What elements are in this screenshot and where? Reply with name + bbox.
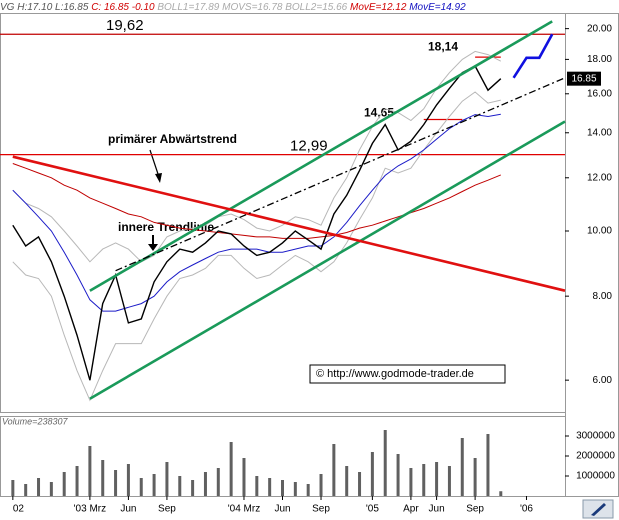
- volume-bar: [447, 466, 451, 496]
- x-tick-label: '04 Mrz: [228, 504, 260, 515]
- volume-bar: [11, 480, 15, 496]
- volume-bar: [409, 468, 413, 496]
- volume-bar: [473, 458, 477, 496]
- annotation: innere Trendlinie: [118, 220, 214, 234]
- price-tag-label: 16.85: [571, 73, 596, 84]
- series-line: [12, 113, 501, 312]
- volume-bar: [203, 472, 207, 496]
- trendline: [512, 33, 554, 79]
- x-axis-panel: [0, 497, 619, 520]
- x-tick-label: Jun: [120, 504, 136, 515]
- header-item: VG H:17.10 L:16.85: [0, 2, 89, 13]
- y-tick-label: 12.00: [587, 172, 612, 183]
- volume-bar: [101, 460, 105, 496]
- level-label: 18,14: [428, 39, 458, 53]
- volume-label: Volume=238307: [2, 416, 68, 426]
- header-item: BOLL2=15.66: [285, 2, 347, 13]
- x-tick-label: '03 Mrz: [74, 504, 106, 515]
- volume-bar: [114, 470, 118, 496]
- volume-bar: [126, 464, 130, 496]
- volume-bar: [191, 480, 195, 496]
- price-tag: [567, 71, 601, 86]
- volume-bar: [49, 482, 53, 496]
- volume-bar: [229, 442, 233, 496]
- header-item: C: 16.85 -0.10: [91, 2, 155, 13]
- volume-bar: [396, 454, 400, 496]
- volume-bar: [178, 476, 182, 496]
- header-item: MOVS=16.78: [222, 2, 283, 13]
- arrow-head: [148, 244, 158, 251]
- volume-bar: [293, 482, 297, 496]
- trendline: [89, 20, 553, 292]
- y-tick-label: 6.00: [593, 375, 613, 386]
- header-item: MovE=12.12: [350, 2, 407, 13]
- x-tick-label: Jun: [274, 504, 290, 515]
- axis-panel: [565, 13, 619, 497]
- volume-bar: [139, 478, 143, 496]
- series-line: [12, 163, 501, 239]
- volume-bar: [332, 444, 336, 496]
- arrow-head: [155, 173, 162, 183]
- level-label: 12,99: [290, 138, 328, 155]
- volume-bar: [358, 472, 362, 496]
- volume-bar: [435, 462, 439, 496]
- y-tick-label: 2000000: [576, 451, 615, 462]
- x-tick-label: '06: [520, 504, 533, 515]
- volume-bar: [281, 480, 284, 496]
- volume-bar: [152, 474, 156, 496]
- volume-bar: [242, 458, 246, 496]
- y-tick-label: 8.00: [593, 291, 613, 302]
- header: VG H:17.10 L:16.85 C: 16.85 -0.10 BOLL1=…: [0, 2, 466, 13]
- annotation: primärer Abwärtstrend: [108, 132, 237, 146]
- y-tick-label: 3000000: [576, 431, 615, 442]
- x-tick-label: Apr: [403, 504, 419, 515]
- y-tick-label: 20.00: [587, 23, 612, 34]
- volume-bar: [165, 462, 169, 496]
- volume-bar: [422, 464, 426, 496]
- x-tick-label: 02: [13, 504, 25, 515]
- volume-bar: [486, 434, 490, 496]
- volume-bar: [268, 478, 272, 496]
- series-line: [12, 65, 502, 381]
- x-tick-label: Sep: [158, 504, 176, 515]
- volume-bar: [460, 438, 464, 496]
- volume-bar: [216, 468, 220, 496]
- y-tick-label: 18.00: [587, 54, 612, 65]
- level-label: 19,62: [106, 17, 144, 34]
- series-line: [12, 91, 501, 402]
- x-tick-label: '05: [366, 504, 379, 515]
- volume-bar: [75, 466, 79, 496]
- volume-bar: [370, 452, 374, 496]
- y-tick-label: 14.00: [587, 127, 612, 138]
- volume-bar: [319, 474, 323, 496]
- volume-bar: [62, 472, 66, 496]
- y-tick-label: 1000000: [576, 471, 615, 482]
- trendline: [115, 77, 566, 272]
- volume-bar: [255, 476, 259, 496]
- series-line: [12, 50, 502, 263]
- volume-bar: [24, 484, 28, 496]
- volume-bar: [88, 446, 92, 496]
- x-tick-label: Sep: [466, 504, 484, 515]
- volume-bar: [306, 484, 310, 496]
- volume-bar: [345, 466, 349, 496]
- copyright-box: [309, 364, 506, 384]
- header-item: MovE=14.92: [409, 2, 466, 13]
- volume-bar: [37, 478, 41, 496]
- tool-icon: [591, 503, 606, 516]
- header-item: BOLL1=17.89: [157, 2, 219, 13]
- x-tick-label: Sep: [312, 504, 330, 515]
- volume-bar: [383, 430, 387, 496]
- copyright: © http://www.godmode-trader.de: [316, 368, 474, 380]
- y-tick-label: 16.00: [587, 88, 612, 99]
- trendline: [12, 155, 566, 292]
- volume-bar: [499, 491, 503, 496]
- trendline: [89, 120, 566, 400]
- y-tick-label: 10.00: [587, 226, 612, 237]
- x-tick-label: Jun: [429, 504, 445, 515]
